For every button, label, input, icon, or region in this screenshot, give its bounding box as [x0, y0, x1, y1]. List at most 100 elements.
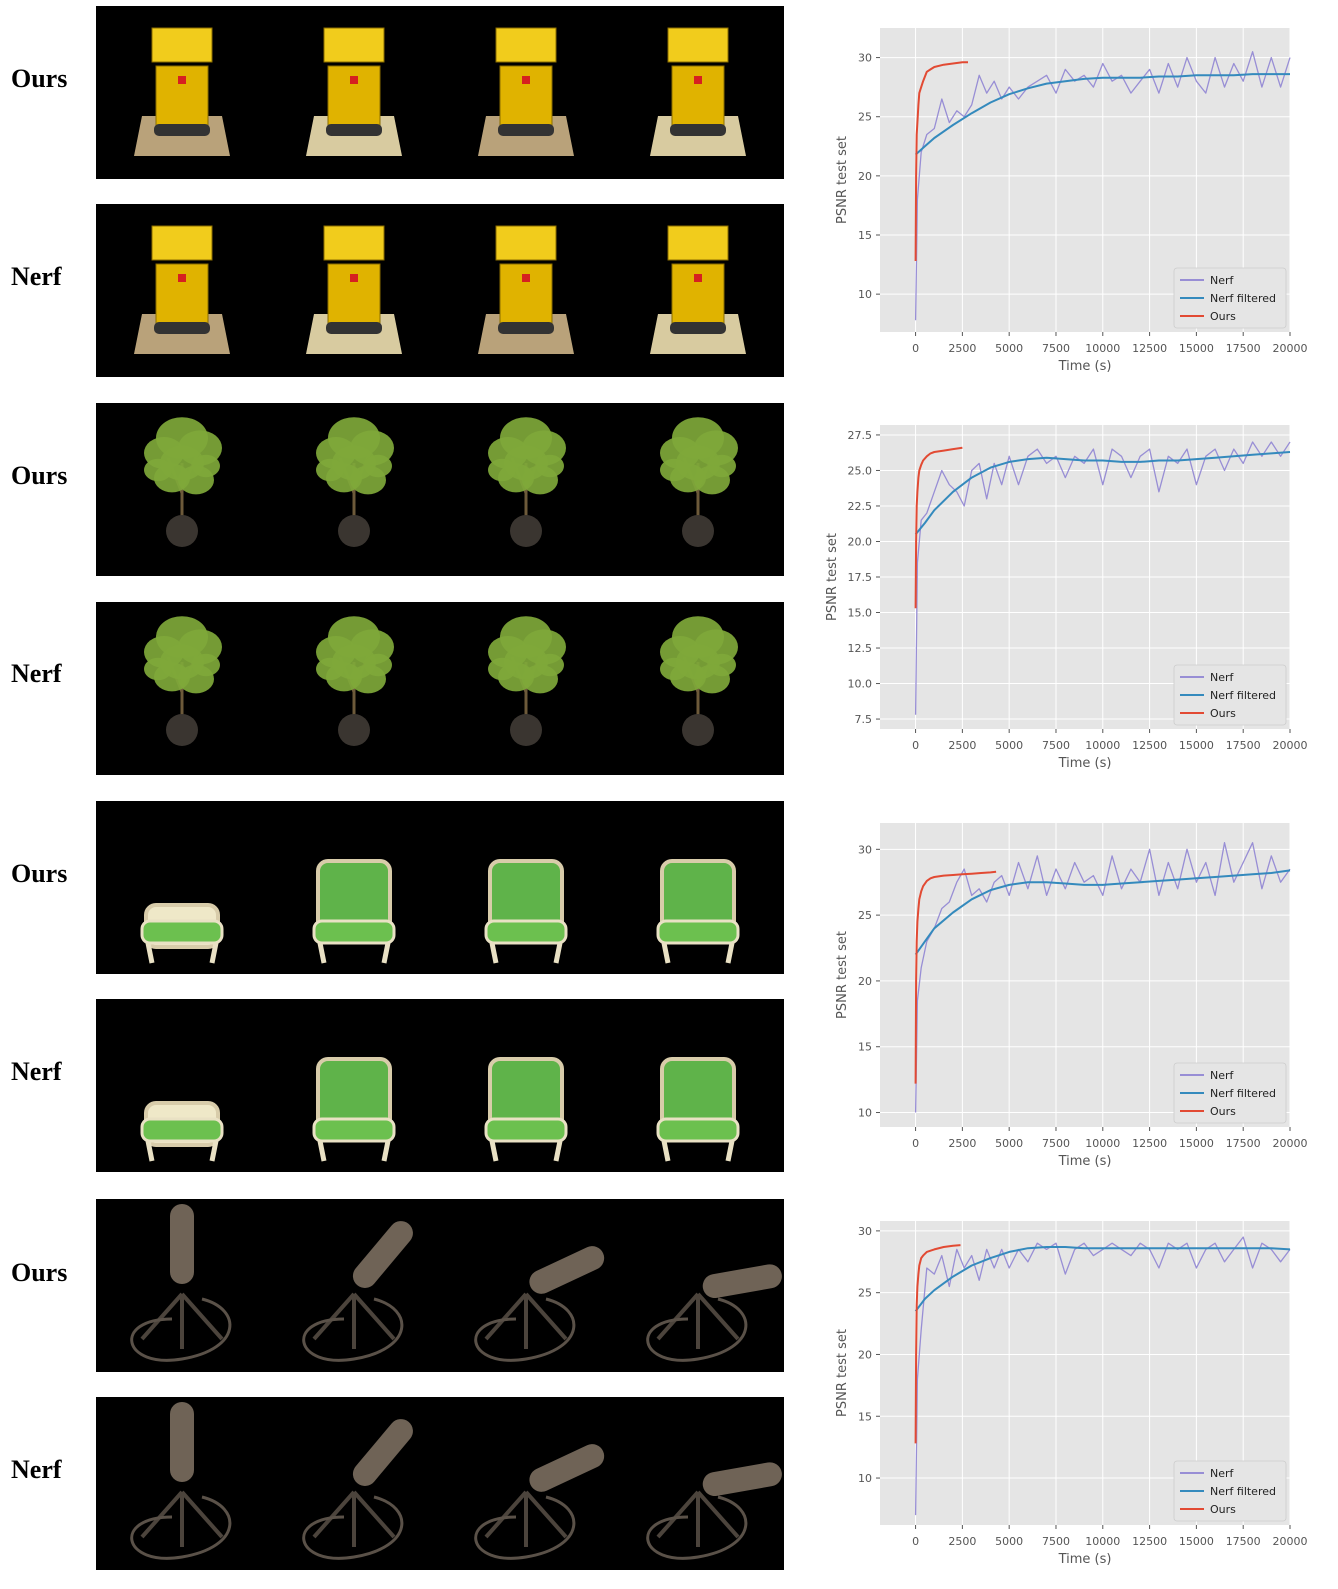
- chair-view-1: [140, 1101, 224, 1162]
- legend-box: [1173, 1460, 1287, 1522]
- lego-bucket: [667, 27, 729, 63]
- lego-tracks: [326, 322, 382, 334]
- x-tick-label: 2500: [948, 1535, 976, 1548]
- x-tick-label: 7500: [1042, 1535, 1070, 1548]
- chair-legs: [661, 942, 735, 964]
- x-tick-label: 2500: [948, 739, 976, 752]
- mic-view-2: [302, 1221, 413, 1362]
- psnr-chart-chair: 0 2500 5000 7500 10000 12500 15000 17500 20000 10…: [822, 801, 1338, 1179]
- mic-tripod: [140, 1490, 224, 1547]
- x-tick-label: 12500: [1132, 739, 1167, 752]
- legend-entry: Nerf filtered: [1210, 1087, 1276, 1100]
- mic-body: [170, 1402, 194, 1482]
- x-axis-label: Time (s): [1058, 1552, 1112, 1567]
- ficus-leaves: [192, 653, 220, 677]
- mic-view-4: [646, 1264, 782, 1362]
- mic-view-4: [646, 1462, 782, 1560]
- mic-tripod: [656, 1292, 740, 1349]
- lego-body: [499, 263, 553, 327]
- lego-view-2: [306, 225, 402, 354]
- render-strip-graphic: [134, 225, 746, 354]
- legend-entry: Nerf: [1210, 1069, 1235, 1082]
- row-label-nerf: Nerf: [11, 659, 62, 688]
- chair-legs: [489, 1140, 563, 1162]
- x-tick-label: 7500: [1042, 342, 1070, 355]
- mic-cable: [130, 1297, 232, 1362]
- x-tick-label: 5000: [995, 739, 1023, 752]
- legend-entry: Nerf: [1210, 1467, 1235, 1480]
- row-label-nerf: Nerf: [11, 1455, 62, 1484]
- mic-body: [702, 1462, 782, 1497]
- lego-body: [671, 65, 725, 129]
- y-tick-label: 10: [858, 1107, 872, 1120]
- ficus-leaves: [488, 657, 516, 681]
- legend: Nerf Nerf filtered Ours: [1173, 1062, 1287, 1124]
- lego-light: [694, 274, 702, 282]
- x-tick-label: 7500: [1042, 1137, 1070, 1150]
- legend-box: [1173, 267, 1287, 329]
- chair-ours-render-strip: [96, 801, 784, 974]
- chart-svg: 0 2500 5000 7500 10000 12500 15000 17500 20000 7.…: [825, 425, 1308, 771]
- ours-series-line: [914, 446, 963, 609]
- row-label-ours: Ours: [11, 64, 68, 93]
- lego-bucket: [323, 225, 385, 261]
- legend-box: [1173, 1062, 1287, 1124]
- ours-series-line: [914, 870, 997, 1084]
- lego-bucket: [151, 27, 213, 63]
- x-tick-label: 17500: [1226, 1137, 1261, 1150]
- render-strip-graphic: [144, 616, 738, 746]
- mic-view-3: [474, 1246, 605, 1362]
- mic-tripod: [140, 1292, 224, 1349]
- mic-body: [529, 1444, 605, 1492]
- y-tick-label: 15: [858, 1410, 872, 1423]
- lego-body: [499, 65, 553, 129]
- row-label-ours: Ours: [11, 859, 68, 888]
- lego-tracks: [326, 124, 382, 136]
- y-tick-label: 20.0: [848, 535, 873, 548]
- nerf-filtered-series-line: [914, 869, 1291, 956]
- y-tick-label: 20: [858, 975, 872, 988]
- ficus-nerf-render-strip: [96, 602, 784, 775]
- ficus-leaves: [708, 653, 736, 677]
- render-strip-graphic: [144, 417, 738, 547]
- x-axis-label: Time (s): [1058, 756, 1112, 771]
- y-tick-label: 10: [858, 288, 872, 301]
- ficus-view-3: [488, 417, 566, 547]
- x-tick-label: 12500: [1132, 1137, 1167, 1150]
- chair-nerf-render-strip: [96, 999, 784, 1172]
- row-label-ours: Ours: [11, 461, 68, 490]
- mic-nerf-render-strip: [96, 1397, 784, 1570]
- lego-body: [327, 65, 381, 129]
- x-tick-label: 2500: [948, 342, 976, 355]
- chart-svg: 0 2500 5000 7500 10000 12500 15000 17500 20000 10…: [835, 823, 1308, 1169]
- y-tick-label: 25: [858, 909, 872, 922]
- ficus-view-1: [144, 417, 222, 547]
- nerf-series-line: [914, 1236, 1291, 1516]
- chair-seat: [484, 919, 568, 945]
- x-tick-label: 0: [912, 1137, 919, 1150]
- x-tick-label: 15000: [1179, 1535, 1214, 1548]
- mic-tripod: [312, 1292, 396, 1349]
- row-label-ours: Ours: [11, 1258, 68, 1287]
- lego-light: [178, 76, 186, 84]
- lego-tracks: [670, 322, 726, 334]
- y-axis-label: PSNR test set: [825, 533, 840, 621]
- y-tick-label: 10: [858, 1472, 872, 1485]
- ficus-leaves: [364, 454, 392, 478]
- chair-view-2: [312, 859, 396, 964]
- y-axis-label: PSNR test set: [835, 136, 850, 224]
- lego-tracks: [498, 124, 554, 136]
- mic-ours-render-strip: [96, 1199, 784, 1372]
- ficus-view-3: [488, 616, 566, 746]
- lego-tracks: [154, 322, 210, 334]
- ficus-leaves: [144, 458, 172, 482]
- lego-light: [350, 76, 358, 84]
- y-tick-label: 25: [858, 1287, 872, 1300]
- lego-bucket: [323, 27, 385, 63]
- psnr-chart-lego: 0 2500 5000 7500 10000 12500 15000 17500 20000 10…: [822, 6, 1338, 384]
- chair-seat: [656, 919, 740, 945]
- mic-tripod: [656, 1490, 740, 1547]
- chair-seat: [140, 919, 224, 945]
- legend-entry: Nerf filtered: [1210, 1485, 1276, 1498]
- x-tick-label: 12500: [1132, 1535, 1167, 1548]
